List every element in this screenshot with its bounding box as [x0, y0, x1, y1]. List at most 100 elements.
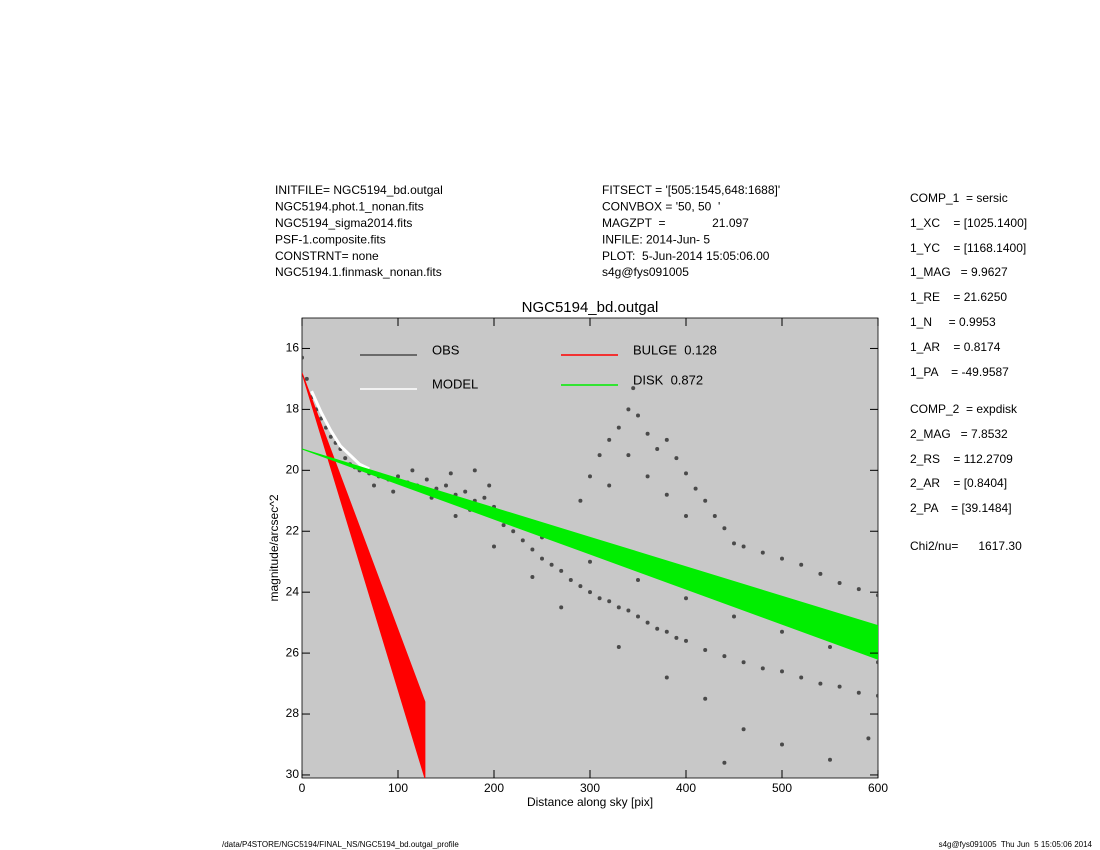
- obs-point: [703, 498, 708, 503]
- obs-point: [597, 596, 602, 601]
- obs-point: [645, 431, 650, 436]
- fit-parameter: COMP_2 = expdisk: [910, 402, 1018, 416]
- obs-point: [568, 577, 573, 582]
- obs-point: [856, 690, 861, 695]
- fit-parameter: 1_PA = -49.9587: [910, 365, 1009, 379]
- obs-point: [664, 675, 669, 680]
- obs-point: [780, 556, 784, 561]
- obs-point: [578, 498, 583, 503]
- obs-point: [684, 514, 688, 519]
- obs-point: [410, 468, 415, 473]
- header-left-line: NGC5194.phot.1_nonan.fits: [275, 200, 424, 214]
- obs-point: [588, 559, 592, 564]
- obs-point: [703, 648, 708, 653]
- obs-point: [372, 483, 376, 488]
- obs-point: [626, 407, 631, 412]
- y-tick-label: 20: [286, 462, 300, 476]
- y-tick-label: 26: [286, 645, 300, 659]
- obs-point: [866, 736, 871, 741]
- obs-point: [645, 620, 650, 625]
- fit-parameter: 2_PA = [39.1484]: [910, 501, 1012, 515]
- y-tick-label: 24: [286, 584, 300, 598]
- obs-point: [703, 696, 708, 701]
- fit-parameter: 2_RS = 112.2709: [910, 452, 1013, 466]
- header-left-line: NGC5194_sigma2014.fits: [275, 216, 412, 230]
- obs-point: [722, 526, 727, 531]
- obs-point: [444, 483, 448, 488]
- obs-point: [780, 669, 784, 674]
- obs-point: [741, 544, 746, 549]
- header-middle-line: s4g@fys091005: [602, 265, 689, 279]
- obs-point: [645, 474, 650, 479]
- obs-point: [578, 584, 583, 589]
- x-tick-label: 600: [868, 781, 888, 795]
- obs-point: [741, 727, 746, 732]
- fit-parameter: 1_YC = [1168.1400]: [910, 241, 1026, 255]
- obs-point: [631, 386, 636, 391]
- obs-point: [530, 547, 535, 552]
- header-middle-line: PLOT: 5-Jun-2014 15:05:06.00: [602, 249, 770, 263]
- obs-point: [448, 471, 453, 476]
- obs-point: [732, 541, 736, 546]
- header-middle-line: INFILE: 2014-Jun- 5: [602, 232, 710, 246]
- obs-point: [760, 666, 765, 671]
- obs-point: [636, 413, 640, 418]
- y-tick-label: 30: [286, 767, 300, 781]
- obs-point: [732, 614, 736, 619]
- footer-right: s4g@fys091005 Thu Jun 5 15:05:06 2014: [939, 840, 1093, 849]
- obs-point: [712, 514, 717, 519]
- obs-point: [664, 492, 669, 497]
- y-axis-label: magnitude/arcsec^2: [267, 494, 281, 601]
- obs-point: [674, 635, 679, 640]
- obs-point: [501, 523, 506, 528]
- obs-point: [391, 489, 396, 494]
- header-left-line: INITFILE= NGC5194_bd.outgal: [275, 183, 443, 197]
- obs-point: [856, 587, 861, 592]
- obs-point: [302, 355, 304, 360]
- fit-parameter: 1_AR = 0.8174: [910, 340, 1001, 354]
- obs-point: [424, 477, 429, 482]
- obs-point: [559, 568, 564, 573]
- obs-point: [664, 437, 669, 442]
- obs-point: [530, 574, 535, 579]
- fit-parameter: 1_N = 0.9953: [910, 315, 996, 329]
- obs-point: [453, 514, 458, 519]
- obs-point: [684, 596, 688, 601]
- obs-point: [799, 675, 804, 680]
- obs-point: [463, 489, 468, 494]
- y-tick-label: 18: [286, 402, 300, 416]
- obs-point: [482, 495, 487, 500]
- obs-point: [607, 483, 612, 488]
- obs-point: [396, 474, 400, 479]
- legend-label: OBS: [432, 342, 460, 357]
- fit-parameter: 1_MAG = 9.9627: [910, 265, 1008, 279]
- obs-point: [693, 486, 698, 491]
- obs-point: [674, 456, 679, 461]
- obs-point: [487, 483, 492, 488]
- obs-point: [304, 376, 309, 381]
- obs-point: [722, 654, 727, 659]
- obs-point: [684, 471, 688, 476]
- obs-point: [616, 645, 621, 650]
- obs-point: [626, 608, 631, 613]
- footer-left: /data/P4STORE/NGC5194/FINAL_NS/NGC5194_b…: [222, 840, 459, 849]
- fit-parameter: Chi2/nu= 1617.30: [910, 539, 1022, 553]
- obs-point: [492, 544, 496, 549]
- x-tick-label: 300: [580, 781, 600, 795]
- obs-point: [472, 468, 477, 473]
- fit-parameter: 1_RE = 21.6250: [910, 290, 1007, 304]
- obs-point: [741, 660, 746, 665]
- obs-point: [780, 629, 784, 634]
- header-left-line: PSF-1.composite.fits: [275, 232, 386, 246]
- obs-point: [511, 529, 516, 534]
- y-tick-label: 28: [286, 706, 300, 720]
- component-band: [302, 448, 878, 660]
- obs-point: [636, 577, 640, 582]
- obs-point: [616, 605, 621, 610]
- obs-point: [607, 437, 612, 442]
- obs-point: [549, 562, 554, 567]
- obs-point: [597, 453, 602, 458]
- x-tick-label: 100: [388, 781, 408, 795]
- obs-point: [780, 742, 784, 747]
- obs-point: [540, 556, 544, 561]
